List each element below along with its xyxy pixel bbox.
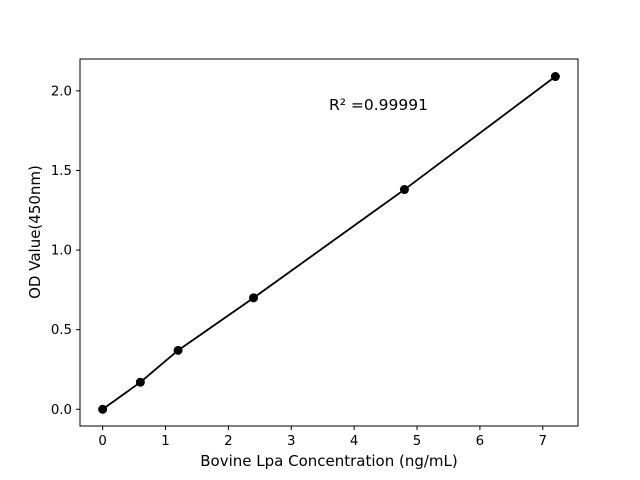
x-tick-label: 4 xyxy=(350,434,358,449)
data-point xyxy=(173,345,183,355)
x-tick-label: 3 xyxy=(287,434,295,449)
plot-frame xyxy=(79,58,579,427)
r-squared-annotation: R² =0.99991 xyxy=(329,96,428,114)
data-point xyxy=(135,377,145,387)
y-tick-label: 0.5 xyxy=(51,323,72,338)
data-point xyxy=(550,72,560,82)
x-tick-label: 7 xyxy=(539,434,547,449)
x-axis-ticks: 0 1 2 3 4 5 6 7 xyxy=(98,426,547,449)
y-tick-label: 0.0 xyxy=(51,403,72,418)
x-tick-label: 0 xyxy=(98,434,106,449)
y-axis-label: OD Value(450nm) xyxy=(26,165,44,299)
x-axis-label: Bovine Lpa Concentration (ng/mL) xyxy=(200,452,458,470)
y-tick-label: 2.0 xyxy=(51,84,72,99)
y-tick-label: 1.0 xyxy=(51,244,72,259)
data-point xyxy=(249,293,259,303)
x-tick-label: 2 xyxy=(224,434,232,449)
x-tick-label: 1 xyxy=(161,434,169,449)
x-tick-label: 5 xyxy=(413,434,421,449)
y-tick-label: 1.5 xyxy=(51,164,72,179)
y-axis-ticks: 0.0 0.5 1.0 1.5 2.0 xyxy=(51,84,80,418)
data-points xyxy=(98,72,560,414)
data-point xyxy=(399,185,409,195)
data-point xyxy=(98,404,108,414)
trend-line xyxy=(102,75,556,411)
x-tick-label: 6 xyxy=(476,434,484,449)
